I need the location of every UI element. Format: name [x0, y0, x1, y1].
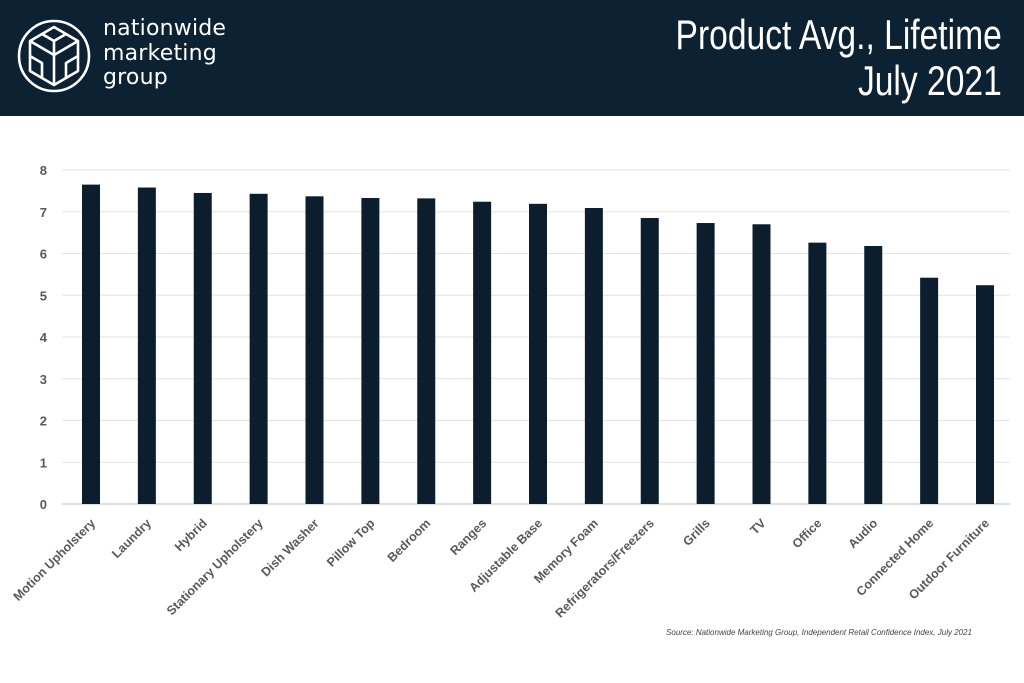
- bar: [640, 218, 659, 504]
- x-tick-label: Hybrid: [172, 516, 210, 554]
- y-tick-label: 7: [40, 205, 47, 220]
- bar: [305, 196, 324, 504]
- y-tick-label: 0: [40, 497, 47, 512]
- brand-line-1: nationwide: [103, 16, 227, 41]
- x-tick-label: Bedroom: [385, 516, 434, 565]
- bar: [920, 277, 939, 504]
- y-tick-label: 8: [40, 163, 47, 178]
- bar-chart: 0 1 2 3 4 5 6 7 8 Motion Upholstery Laundry HybridS…: [11, 163, 1010, 620]
- x-tick-label: Refrigerators/Freezers: [553, 516, 657, 620]
- bar: [529, 203, 547, 504]
- x-tick-label: Ranges: [447, 516, 489, 558]
- y-tick-label: 3: [40, 372, 47, 387]
- y-tick-label: 1: [40, 455, 47, 470]
- y-tick-label: 2: [40, 414, 47, 429]
- bar: [976, 285, 994, 504]
- bar: [417, 198, 436, 504]
- title-line-1: Product Avg., Lifetime: [675, 11, 1002, 58]
- brand-line-3: group: [103, 65, 168, 90]
- bar: [584, 207, 603, 504]
- x-tick-label: Motion Upholstery: [11, 516, 99, 604]
- bar: [808, 242, 827, 504]
- bar: [82, 184, 100, 505]
- x-tick-label: Laundry: [109, 516, 154, 561]
- x-tick-label: Dish Washer: [259, 516, 322, 579]
- brand-line-2: marketing: [103, 40, 217, 66]
- y-tick-label: 5: [40, 288, 47, 303]
- x-tick-label: Office: [790, 516, 825, 551]
- source-note: Source: Nationwide Marketing Group, Inde…: [666, 628, 972, 637]
- bar: [696, 223, 715, 504]
- geodesic-cube-icon: [17, 19, 91, 93]
- x-tick-label: Stationary Upholstery: [164, 516, 266, 618]
- y-tick-label: 6: [40, 247, 47, 262]
- header-bar: nationwide marketing group Product Avg.,…: [0, 0, 1024, 116]
- x-tick-label: Pillow Top: [324, 516, 378, 570]
- bar: [249, 193, 268, 505]
- page-title: Product Avg., Lifetime July 2021: [676, 12, 1002, 104]
- y-tick-label: 4: [40, 330, 48, 345]
- brand-wordmark: nationwide marketing group: [103, 16, 227, 91]
- bar: [361, 197, 380, 504]
- bar: [864, 245, 883, 505]
- x-tick-label: TV: [747, 516, 769, 538]
- bar: [137, 187, 156, 504]
- bar: [473, 201, 492, 504]
- title-line-2: July 2021: [858, 57, 1002, 104]
- bar: [752, 224, 771, 504]
- bar: [193, 192, 212, 504]
- x-tick-label: Grills: [680, 516, 713, 549]
- x-tick-label: Audio: [845, 516, 880, 551]
